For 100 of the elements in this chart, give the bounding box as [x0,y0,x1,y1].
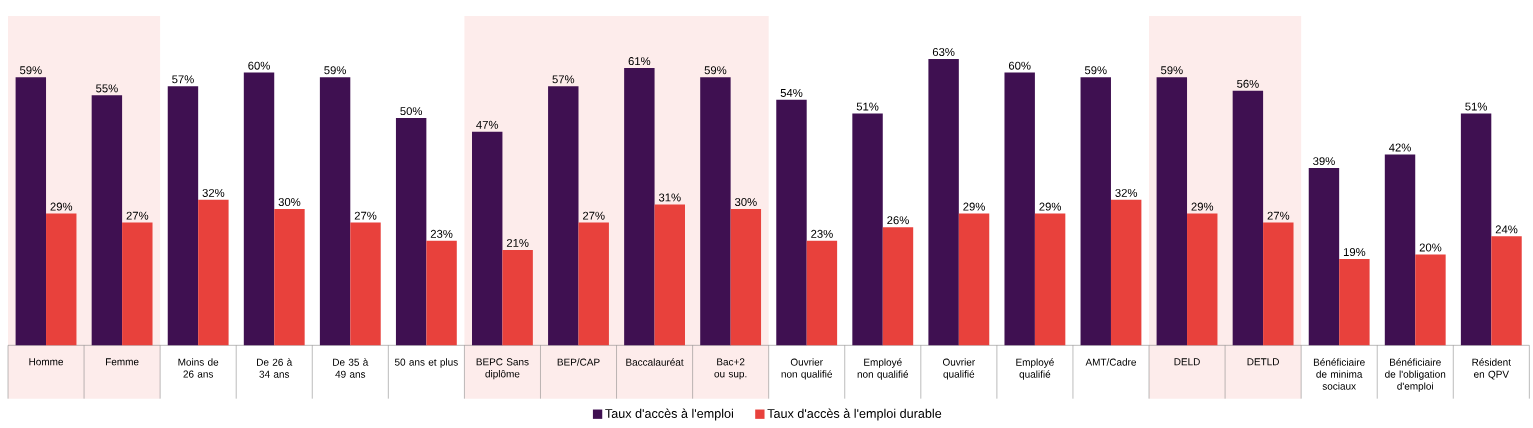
data-label: 21% [506,239,529,247]
bar [654,204,685,346]
data-label: 32% [1115,188,1138,197]
bar [426,240,457,346]
x-tick-label: De 35 à 49 ans [333,358,369,378]
data-label: 57% [172,75,194,84]
data-label: 30% [278,198,301,207]
data-label: 50% [400,107,423,116]
bar [548,86,579,346]
data-label: 55% [96,84,118,93]
bar [1034,213,1066,346]
bar [472,131,503,346]
x-tick-label: DETLD [1247,358,1279,366]
data-label: 26% [887,216,909,225]
x-tick-label: AMT/Cadre [1085,358,1136,366]
bar [350,222,381,346]
data-label: 27% [126,211,149,220]
data-label: 27% [582,211,605,220]
data-label: 23% [811,229,833,238]
bar [1339,258,1370,346]
bar [502,249,533,346]
bar [1460,113,1492,346]
bar [958,213,990,346]
bar [730,208,762,346]
data-label: 51% [1465,102,1487,111]
data-label: 59% [704,66,727,75]
bar [578,222,609,346]
x-tick-label: Baccalauréat [626,358,684,366]
bar [1080,77,1111,346]
data-label: 60% [248,61,270,70]
bar [1232,90,1264,346]
data-label: 59% [324,66,346,75]
x-tick-label: Ouvrier qualifié [942,358,975,380]
x-tick-label: Employé non qualifié [857,358,909,380]
legend-label: Taux d'accès à l'emploi [605,408,733,421]
bar [274,208,305,346]
data-label: 60% [1008,61,1031,70]
bar [928,58,959,346]
bar [1156,77,1188,346]
data-label: 56% [1237,79,1259,88]
bar [776,99,807,346]
bar [198,199,229,346]
bar [319,77,351,346]
x-tick-label: BEPC Sans diplôme [476,358,529,380]
data-label: 47% [476,120,499,129]
data-label: 23% [430,229,453,238]
bar [700,77,731,346]
data-label: 20% [1419,243,1442,252]
data-label: 59% [1160,66,1183,75]
bar [1187,213,1218,346]
bar [1110,199,1142,346]
x-tick-label: Ouvrier non qualifié [781,358,833,380]
x-tick-label: BEP/CAP [557,358,600,366]
data-label: 30% [734,198,757,207]
data-label: 63% [932,48,955,57]
data-label: 29% [1039,202,1062,211]
data-label: 29% [1191,202,1214,211]
data-label: 29% [963,202,985,211]
bar [806,240,838,346]
bar [624,68,655,346]
bar [15,77,47,346]
bar [395,118,427,346]
x-tick-label: Bac+2 ou sup. [714,358,747,380]
data-label: 31% [658,193,681,202]
bar [243,72,275,346]
x-tick-label: Employé qualifié [1016,358,1054,380]
bar [122,222,153,346]
data-label: 32% [202,188,225,197]
data-label: 61% [628,57,651,66]
data-label: 51% [856,102,879,111]
bar [46,213,77,346]
x-tick-label: Moins de 26 ans [178,358,219,378]
bar [1308,168,1340,346]
data-label: 29% [50,202,73,211]
bar [1384,154,1416,346]
bar [1263,222,1294,346]
x-tick-label: Bénéficiaire de minima sociaux [1313,358,1365,390]
data-label: 54% [780,88,803,97]
x-tick-label: Homme [29,358,64,366]
x-tick-label: Résident en QPV [1472,358,1511,380]
data-label: 27% [1267,211,1290,220]
data-label: 59% [19,66,42,75]
data-label: 27% [354,211,377,220]
data-label: 39% [1313,157,1335,166]
bar [882,227,914,346]
x-tick-label: Femme [106,358,139,366]
x-tick-label: Bénéficiaire de l'obligation d'emploi [1385,358,1446,392]
data-label: 24% [1495,225,1518,234]
bar [167,86,199,346]
bar [852,113,883,346]
data-label: 57% [552,75,575,84]
bar [1415,254,1446,346]
legend-label: Taux d'accès à l'emploi durable [767,408,942,421]
x-tick-label: DELD [1174,358,1200,366]
data-label: 59% [1084,66,1107,75]
bar [91,95,123,346]
bar [1491,236,1522,346]
data-label: 19% [1343,248,1366,257]
x-tick-label: 50 ans et plus [394,358,458,368]
data-label: 42% [1388,143,1411,152]
